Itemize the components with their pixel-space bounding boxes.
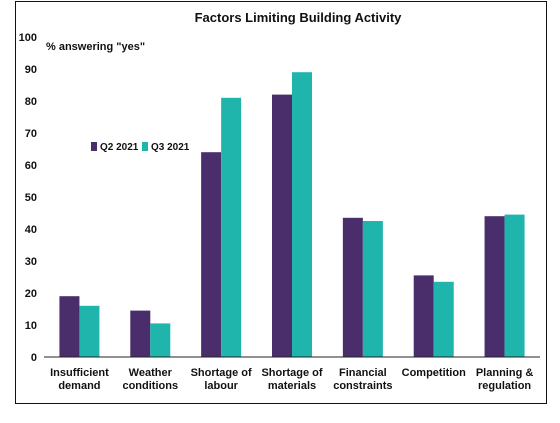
bar-q3-2021 [504,214,525,357]
x-category-label: Shortage of materials [261,367,322,392]
bar-q3-2021 [79,305,100,357]
bar-q2-2021 [201,152,222,357]
x-category-label: Planning & regulation [476,367,534,392]
y-tick-label: 50 [25,192,37,204]
y-tick-label: 80 [25,96,37,108]
y-axis-ticks: 0 10 20 30 40 50 60 70 80 90 100 [19,32,37,364]
y-tick-label: 30 [25,256,37,268]
bar-q2-2021 [342,217,363,357]
bar-q2-2021 [130,310,151,357]
bar-q3-2021 [433,281,454,357]
y-tick-label: 100 [19,32,37,44]
bar-q3-2021 [150,323,171,357]
category-labels: Insufficient demand Weather conditions Short… [50,367,533,392]
bar-q2-2021 [59,296,80,357]
x-category-label: Competition [402,367,466,379]
bar-q2-2021 [484,216,505,357]
bar-q3-2021 [362,221,383,357]
bar-q2-2021 [272,94,292,357]
y-tick-label: 20 [25,288,37,300]
legend-label: Q3 2021 [151,142,190,153]
y-tick-label: 10 [25,320,37,332]
legend-label: Q2 2021 [100,142,139,153]
x-category-label: Financial constraints [333,367,392,392]
bar-q3-2021 [221,97,242,358]
y-tick-label: 0 [31,352,37,364]
y-tick-label: 70 [25,128,37,140]
y-tick-label: 60 [25,160,37,172]
bar-q3-2021 [292,72,312,357]
x-category-label: Weather conditions [122,367,178,392]
bars [59,72,525,358]
legend: Q2 2021 Q3 2021 [91,142,190,153]
y-tick-label: 40 [25,224,37,236]
y-axis-annotation: % answering "yes" [46,41,145,53]
chart-title: Factors Limiting Building Activity [195,10,403,25]
legend-swatch [142,142,148,151]
y-tick-label: 90 [25,64,37,76]
x-category-label: Insufficient demand [50,367,109,392]
x-category-label: Shortage of labour [191,367,252,392]
legend-swatch [91,142,97,151]
bar-q2-2021 [413,275,434,357]
